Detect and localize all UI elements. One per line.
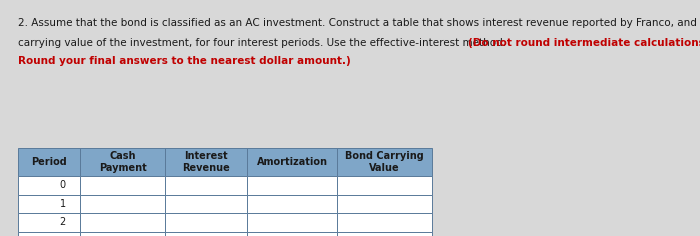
Bar <box>80 232 165 236</box>
Text: Cash
Payment: Cash Payment <box>99 151 146 173</box>
Bar <box>165 148 247 176</box>
Bar <box>80 176 165 194</box>
Bar <box>165 176 247 194</box>
Text: carrying value of the investment, for four interest periods. Use the effective-i: carrying value of the investment, for fo… <box>18 38 510 48</box>
Text: 2. Assume that the bond is classified as an AC investment. Construct a table tha: 2. Assume that the bond is classified as… <box>18 18 700 28</box>
Bar <box>165 194 247 213</box>
Text: Interest
Revenue: Interest Revenue <box>182 151 230 173</box>
Bar <box>165 232 247 236</box>
Bar <box>80 194 165 213</box>
Bar <box>247 232 337 236</box>
Bar <box>247 148 337 176</box>
Bar <box>18 194 80 213</box>
Bar <box>247 213 337 232</box>
Bar <box>337 194 432 213</box>
Bar <box>165 213 247 232</box>
Bar <box>337 176 432 194</box>
Text: Bond Carrying
Value: Bond Carrying Value <box>345 151 424 173</box>
Text: (Do not round intermediate calculations.: (Do not round intermediate calculations. <box>468 38 700 48</box>
Bar <box>247 194 337 213</box>
Bar <box>337 148 432 176</box>
Text: 0: 0 <box>60 180 66 190</box>
Text: 2: 2 <box>60 217 66 227</box>
Text: Amortization: Amortization <box>256 157 328 167</box>
Bar <box>337 213 432 232</box>
Bar <box>18 148 80 176</box>
Bar <box>80 213 165 232</box>
Bar <box>337 232 432 236</box>
Text: Period: Period <box>31 157 67 167</box>
Text: Round your final answers to the nearest dollar amount.): Round your final answers to the nearest … <box>18 56 351 66</box>
Bar <box>80 148 165 176</box>
Bar <box>18 213 80 232</box>
Text: 1: 1 <box>60 199 66 209</box>
Bar <box>247 176 337 194</box>
Bar <box>18 176 80 194</box>
Bar <box>18 232 80 236</box>
